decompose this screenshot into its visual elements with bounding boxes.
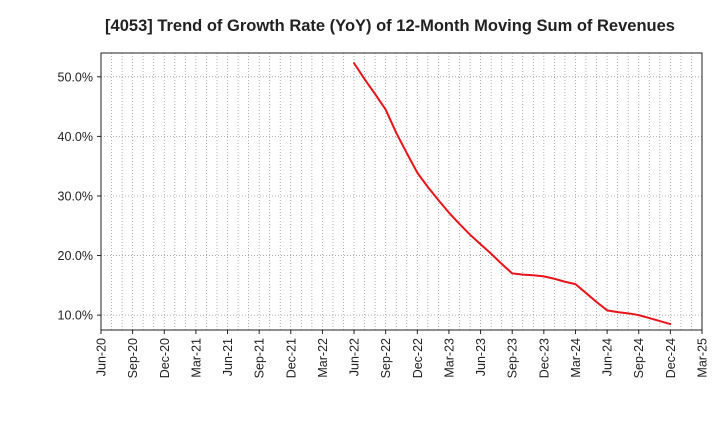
x-tick-label: Mar-22: [316, 338, 330, 378]
x-tick-label: Mar-24: [569, 338, 583, 378]
x-tick-label: Mar-23: [442, 338, 456, 378]
y-tick-label: 20.0%: [58, 249, 93, 263]
x-tick-label: Sep-22: [379, 338, 393, 378]
x-tick-label: Sep-24: [632, 338, 646, 378]
chart-title: [4053] Trend of Growth Rate (YoY) of 12-…: [105, 17, 675, 35]
x-tick-label: Jun-23: [474, 338, 488, 376]
series-layer: [353, 62, 672, 326]
x-tick-label: Mar-21: [189, 338, 203, 378]
x-tick-label: Mar-25: [696, 338, 710, 378]
y-tick-label: 40.0%: [58, 130, 93, 144]
x-tick-label: Dec-23: [537, 338, 551, 378]
y-tick-label: 50.0%: [58, 70, 93, 84]
plot-frame: [100, 52, 703, 331]
x-tick-label: Jun-22: [348, 338, 362, 376]
x-tick-label: Sep-23: [506, 338, 520, 378]
x-tick-label: Sep-21: [253, 338, 267, 378]
y-tick-label: 30.0%: [58, 189, 93, 203]
series-line: [353, 62, 672, 326]
y-tick-label: 10.0%: [58, 309, 93, 323]
x-tick-label: Dec-22: [411, 338, 425, 378]
y-axis: 10.0% 20.0% 30.0% 40.0% 50.0%: [58, 70, 101, 323]
x-tick-label: Jun-24: [601, 338, 615, 376]
grid-layer: [101, 53, 702, 330]
x-tick-label: Dec-24: [664, 338, 678, 378]
x-tick-label: Dec-21: [284, 338, 298, 378]
x-tick-label: Dec-20: [158, 338, 172, 378]
x-tick-label: Jun-21: [221, 338, 235, 376]
x-axis: Jun-20 Sep-20 Dec-20 Mar-21 Jun-21 Sep-21 Dec-…: [95, 330, 710, 378]
x-tick-label: Sep-20: [126, 338, 140, 378]
x-tick-label: Jun-20: [95, 338, 109, 376]
